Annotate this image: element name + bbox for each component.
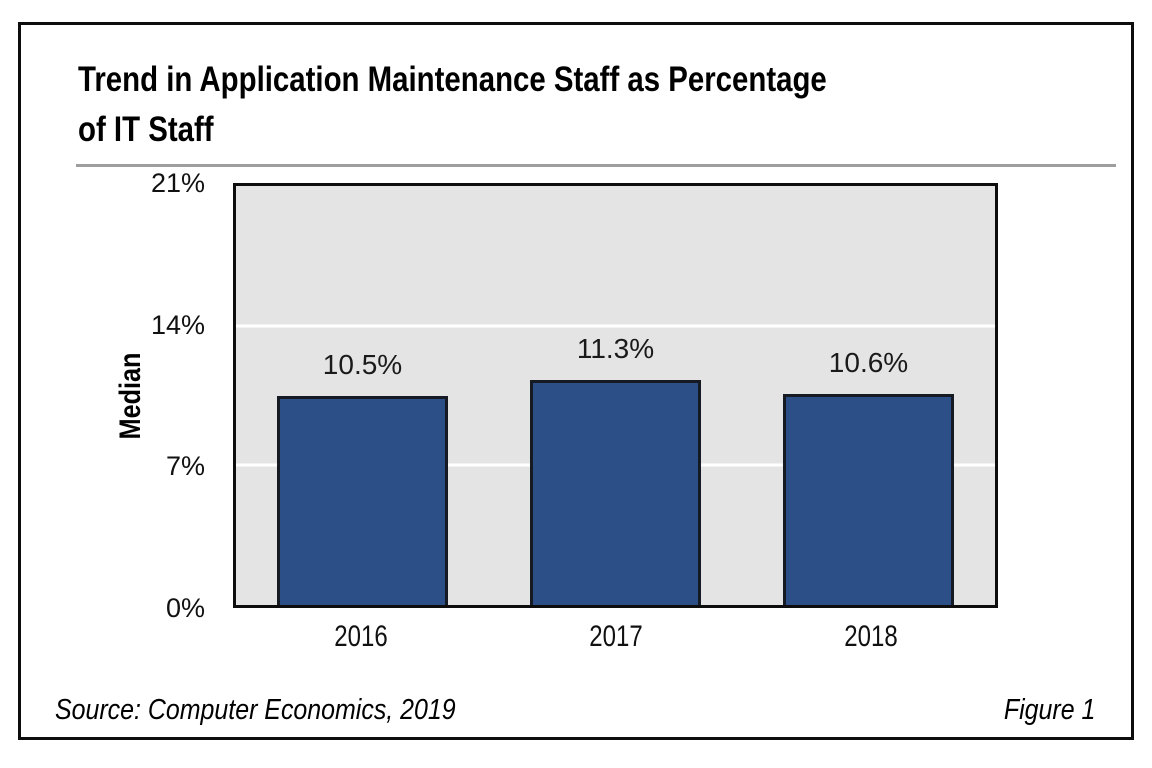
y-tick-label: 0% [165,593,205,623]
bar-value-label: 10.6% [828,346,909,378]
bar-2016 [277,395,448,605]
chart-title-line-2: of IT Staff [78,110,214,149]
x-tick-label: 2018 [843,620,898,653]
bar-value-label: 11.3% [576,332,655,364]
figure-label: Figure 1 [1003,694,1095,726]
y-tick-label: 14% [150,309,205,340]
x-axis-labels: 2016 2017 2018 [233,620,998,660]
y-axis-ticks: 0% 7% 14% 21% [100,169,205,622]
y-tick-label: 21% [150,168,205,198]
chart-title: Trend in Application Maintenance Staff a… [78,55,1138,155]
bar-value-label: 10.5% [322,348,403,380]
bar-2018 [783,393,954,605]
source-text: Source: Computer Economics, 2019 [55,694,456,726]
bar-2017 [530,379,701,605]
plot-area: 10.5% 11.3% 10.6% [233,183,998,608]
x-tick-label: 2017 [588,620,643,653]
title-divider [76,164,1116,167]
gridline [236,324,995,328]
chart-title-line-1: Trend in Application Maintenance Staff a… [78,60,827,99]
x-tick-label: 2016 [333,620,388,653]
y-tick-label: 7% [165,451,205,482]
